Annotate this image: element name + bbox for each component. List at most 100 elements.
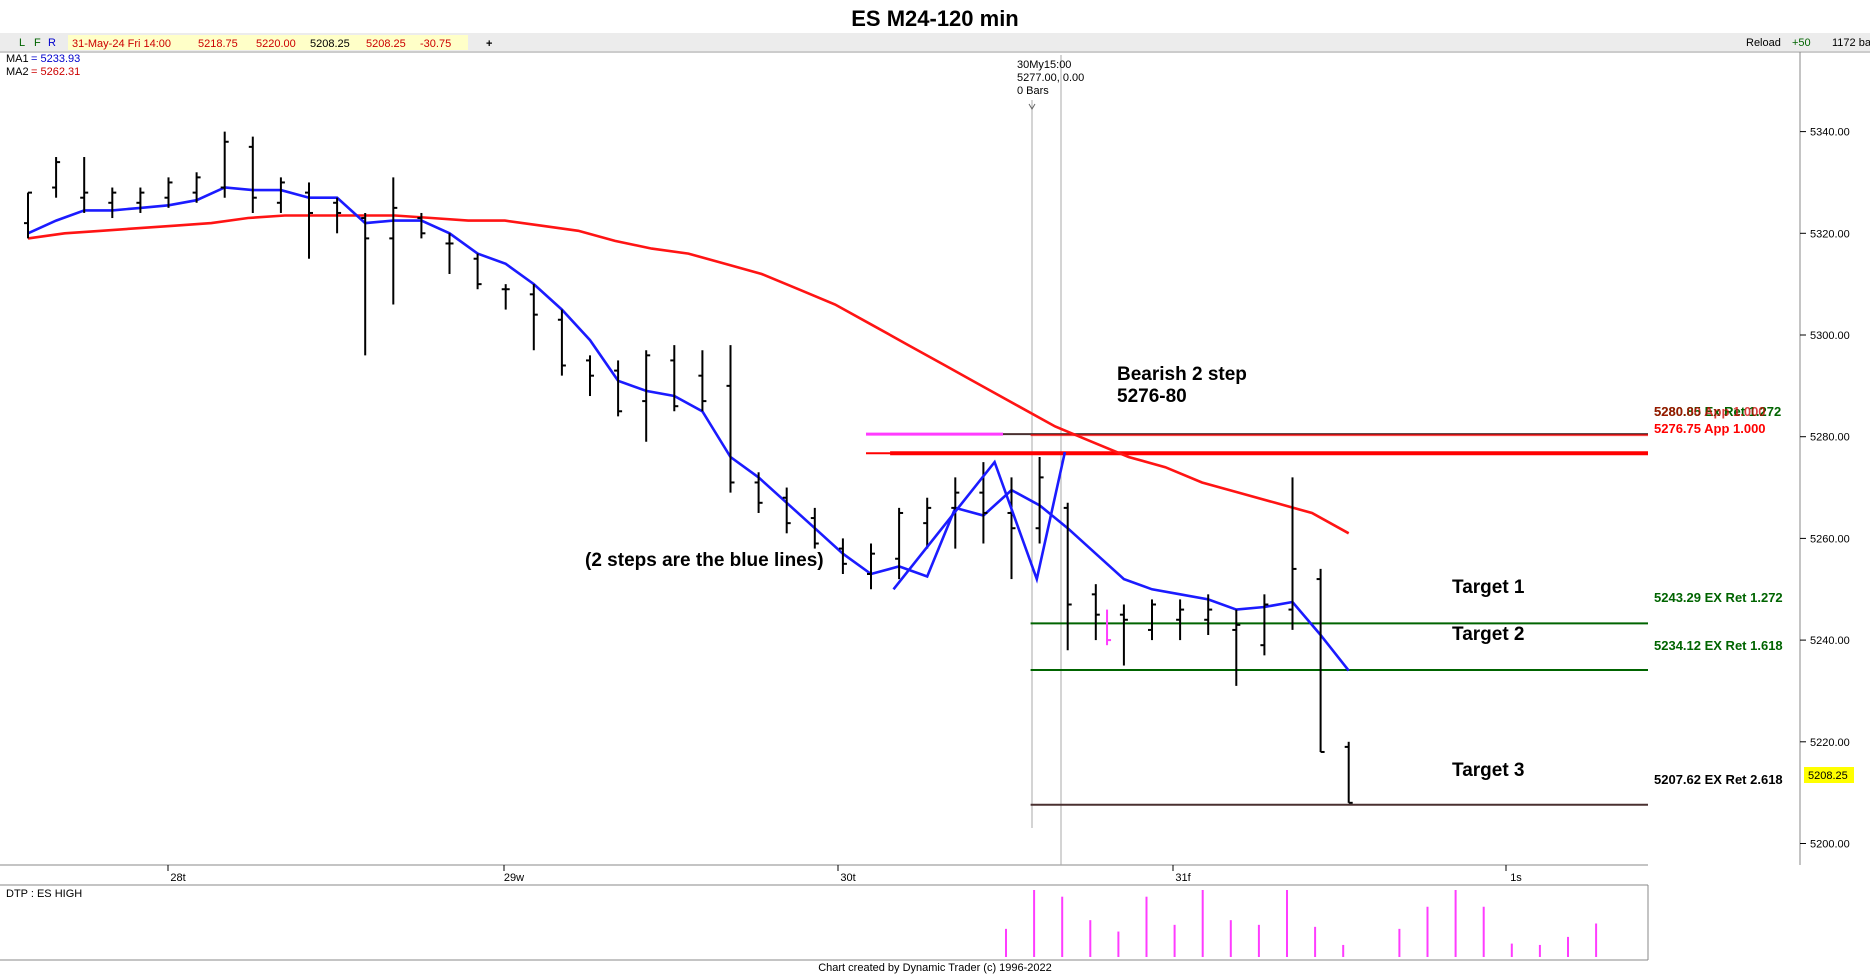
level-label-5234: 5234.12 EX Ret 1.618 [1654, 638, 1783, 653]
price-bar [557, 309, 566, 376]
chart-title: ES M24-120 min [851, 6, 1019, 31]
x-tick-label: 1s [1510, 872, 1522, 884]
price-bar [389, 177, 398, 305]
toolbar: L F R 31-May-24 Fri 14:00 5218.75 5220.0… [19, 35, 1870, 50]
price-bar [895, 507, 904, 580]
x-tick-label: 31f [1175, 872, 1191, 884]
price-bars [24, 131, 1353, 804]
bar-info-box [68, 35, 468, 50]
x-axis: 28t 29w 30t 31f 1s [167, 865, 1522, 884]
x-tick-label: 30t [840, 872, 855, 884]
price-bar [586, 355, 594, 397]
bar-info-open: 5218.75 [198, 38, 238, 50]
price-bar [529, 284, 538, 351]
annotation-two-steps: (2 steps are the blue lines) [585, 550, 824, 571]
level-label-5207: 5207.62 EX Ret 2.618 [1654, 772, 1783, 787]
retracement-levels [866, 432, 1648, 806]
bar-info-low: 5208.25 [310, 38, 350, 50]
price-bar [782, 487, 791, 534]
price-bar [164, 177, 173, 208]
current-price-value: 5208.25 [1808, 770, 1848, 782]
price-bar [24, 191, 32, 239]
cursor-info-bars: 0 Bars [1017, 85, 1049, 97]
bar-info-high: 5220.00 [256, 38, 296, 50]
y-tick-label: 5200.00 [1810, 839, 1850, 851]
level-label-5280-a: 5280.85 Ex Ret 1.272 [1654, 404, 1781, 419]
current-price-marker [1804, 767, 1854, 783]
cursor-arrow [1028, 103, 1036, 110]
zigzag-path [892, 451, 1067, 591]
ma1-path [27, 186, 1350, 672]
price-bar-highlight [1106, 609, 1112, 646]
price-bar [1260, 594, 1269, 656]
price-bar [923, 497, 932, 549]
ma1-line [27, 186, 1350, 672]
price-bar [1204, 594, 1213, 636]
toolbar-button-l[interactable]: L [19, 37, 25, 49]
price-bar [1232, 609, 1241, 686]
ma2-path [27, 214, 1350, 535]
price-bar [361, 212, 370, 356]
indicator-label: DTP : ES HIGH [6, 888, 82, 900]
annotation-target-3: Target 3 [1452, 760, 1525, 781]
price-bar [670, 345, 679, 412]
footer-credit: Chart created by Dynamic Trader (c) 1996… [818, 962, 1052, 974]
ma2-line [27, 214, 1350, 535]
price-bar [867, 543, 875, 590]
price-bar [1148, 599, 1156, 641]
ma1-label: MA1 [6, 53, 29, 65]
price-bar [501, 284, 510, 310]
annotation-target-2: Target 2 [1452, 624, 1525, 645]
annotation-bearish-range: 5276-80 [1117, 386, 1187, 407]
price-bar [614, 360, 623, 417]
toolbar-button-r[interactable]: R [48, 37, 56, 49]
price-bar [1035, 457, 1044, 544]
cursor-info-time: 30My15:00 [1017, 59, 1071, 71]
indicator-bars [1005, 890, 1598, 957]
zigzag-line [892, 451, 1067, 591]
cursor-info-price: 5277.00, 0.00 [1017, 72, 1084, 84]
price-bar [80, 157, 89, 213]
price-bar [248, 136, 257, 213]
price-bar [1091, 584, 1100, 641]
price-bar [220, 131, 229, 198]
price-bar [473, 253, 482, 290]
price-bar [276, 177, 285, 213]
bar-info-change: -30.75 [420, 38, 451, 50]
price-bar [1344, 741, 1353, 804]
level-label-5277: 5276.75 App 1.000 [1654, 421, 1766, 436]
ma1-value: = 5233.93 [31, 53, 80, 65]
price-bar [192, 172, 201, 203]
price-bar [810, 507, 819, 549]
reload-button[interactable]: Reload [1746, 37, 1781, 49]
price-bar [333, 197, 342, 234]
y-tick-label: 5220.00 [1810, 737, 1850, 749]
price-bar [1007, 477, 1016, 580]
price-bar [698, 350, 707, 412]
price-bar [1288, 477, 1297, 630]
ma2-value: = 5262.31 [31, 66, 80, 78]
price-bar [417, 212, 426, 239]
toolbar-button-f[interactable]: F [34, 37, 41, 49]
annotation-target-1: Target 1 [1452, 577, 1525, 598]
price-bar [1063, 502, 1072, 651]
y-tick-label: 5240.00 [1810, 635, 1850, 647]
annotation-bearish: Bearish 2 step [1117, 364, 1247, 385]
bar-info-close: 5208.25 [366, 38, 406, 50]
ma2-label: MA2 [6, 66, 29, 78]
level-label-5280-b: 5280.00 App 1.000 [1654, 404, 1766, 419]
y-tick-label: 5300.00 [1810, 330, 1850, 342]
price-bar [642, 350, 651, 442]
add-button[interactable]: + [486, 38, 492, 50]
price-bar [1119, 604, 1128, 666]
level-label-5243: 5243.29 EX Ret 1.272 [1654, 590, 1783, 605]
price-bar [726, 345, 735, 493]
price-bar [305, 182, 313, 259]
cursor-lines [1028, 55, 1062, 865]
price-bar [136, 187, 145, 213]
y-tick-label: 5340.00 [1810, 127, 1850, 139]
x-tick-label: 28t [170, 872, 185, 884]
price-bar [754, 472, 763, 513]
y-tick-label: 5320.00 [1810, 228, 1850, 240]
price-bar [1316, 568, 1325, 753]
